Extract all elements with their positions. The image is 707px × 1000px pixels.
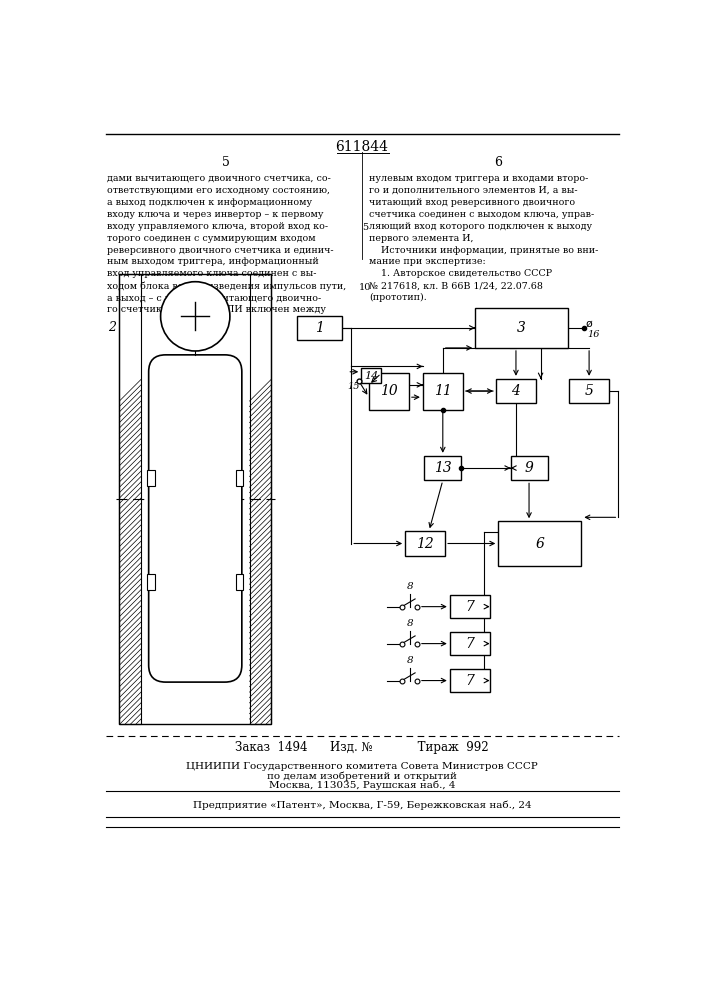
Text: 5: 5 [223,156,230,169]
Text: 5: 5 [362,223,368,232]
Text: Источники информации, принятые во вни-: Источники информации, принятые во вни- [369,246,598,255]
Bar [235,470,243,486]
Text: № 217618, кл. В 66В 1/24, 22.07.68: № 217618, кл. В 66В 1/24, 22.07.68 [369,281,543,290]
Text: (прототип).: (прототип). [369,293,426,302]
Text: 8: 8 [407,619,413,628]
Text: ляющий вход которого подключен к выходу: ляющий вход которого подключен к выходу [369,222,592,231]
Text: 4: 4 [512,384,520,398]
Text: дами вычитающего двоичного счетчика, со-: дами вычитающего двоичного счетчика, со- [107,174,331,183]
Text: входу управляемого ключа, второй вход ко-: входу управляемого ключа, второй вход ко… [107,222,328,231]
Text: 2: 2 [107,321,115,334]
Text: а выход – с входом вычитающего двоично-: а выход – с входом вычитающего двоично- [107,293,322,302]
Text: 11: 11 [434,384,452,398]
Text: 1. Авторское свидетельство СССР: 1. Авторское свидетельство СССР [369,269,552,278]
Text: го счетчика, элемент ИЛИ включен между: го счетчика, элемент ИЛИ включен между [107,305,326,314]
Bar [450,632,490,655]
Bar [235,574,243,590]
Bar [361,368,381,383]
Circle shape [160,282,230,351]
Text: а выход подключен к информационному: а выход подключен к информационному [107,198,312,207]
Bar [369,373,409,410]
Bar [119,274,141,724]
Text: 7: 7 [465,637,474,651]
Bar [510,456,547,480]
Bar [496,379,536,403]
Bar [498,521,581,566]
Text: 12: 12 [416,536,434,550]
Text: торого соединен с суммирующим входом: торого соединен с суммирующим входом [107,234,316,243]
Bar [297,316,342,340]
Text: 9: 9 [525,461,534,475]
Bar [450,595,490,618]
Text: Предприятие «Патент», Москва, Г-59, Бережковская наб., 24: Предприятие «Патент», Москва, Г-59, Бере… [192,801,531,810]
Bar [450,669,490,692]
Text: го и дополнительного элементов И, а вы-: го и дополнительного элементов И, а вы- [369,186,578,195]
Bar [475,308,568,348]
FancyBboxPatch shape [148,355,242,682]
Text: 1: 1 [315,321,324,335]
Bar [147,470,155,486]
Text: 16: 16 [588,330,600,339]
Bar [423,373,463,410]
Text: нулевым входом триггера и входами второ-: нулевым входом триггера и входами второ- [369,174,588,183]
Text: по делам изобретений и открытий: по делам изобретений и открытий [267,771,457,781]
Text: ным выходом триггера, информационный: ным выходом триггера, информационный [107,257,319,266]
Text: 5: 5 [585,384,594,398]
Text: первого элемента И,: первого элемента И, [369,234,474,243]
Text: 611844: 611844 [335,140,388,154]
Bar [119,274,271,724]
Bar [569,379,609,403]
Text: ответствующими его исходному состоянию,: ответствующими его исходному состоянию, [107,186,330,195]
Text: Заказ  1494      Изд. №            Тираж  992: Заказ 1494 Изд. № Тираж 992 [235,741,489,754]
Text: вход управляемого ключа соединен с вы-: вход управляемого ключа соединен с вы- [107,269,317,278]
Bar [147,574,155,590]
Text: 6: 6 [494,156,502,169]
Text: 6: 6 [535,536,544,550]
Bar [405,531,445,556]
Text: входу ключа и через инвертор – к первому: входу ключа и через инвертор – к первому [107,210,324,219]
Text: 10: 10 [380,384,398,398]
Text: 8: 8 [407,656,413,665]
Text: 10: 10 [359,283,371,292]
Text: 14: 14 [364,371,378,381]
Bar [424,456,461,480]
Text: ходом блока воспроизведения импульсов пути,: ходом блока воспроизведения импульсов пу… [107,281,346,291]
Text: 13: 13 [434,461,452,475]
Text: ЦНИИПИ Государственного комитета Совета Министров СССР: ЦНИИПИ Государственного комитета Совета … [186,762,538,771]
Text: 3: 3 [517,321,526,335]
Text: мание при экспертизе:: мание при экспертизе: [369,257,486,266]
Text: ø: ø [586,318,592,328]
Text: читающий вход реверсивного двоичного: читающий вход реверсивного двоичного [369,198,575,207]
Bar [250,274,271,724]
Text: 7: 7 [465,600,474,614]
Text: 15: 15 [347,382,360,391]
Text: 8: 8 [407,582,413,591]
Text: 7: 7 [465,674,474,688]
Text: счетчика соединен с выходом ключа, управ-: счетчика соединен с выходом ключа, управ… [369,210,594,219]
Text: реверсивного двоичного счетчика и единич-: реверсивного двоичного счетчика и единич… [107,246,334,255]
Text: Москва, 113035, Раушская наб., 4: Москва, 113035, Раушская наб., 4 [269,781,455,790]
